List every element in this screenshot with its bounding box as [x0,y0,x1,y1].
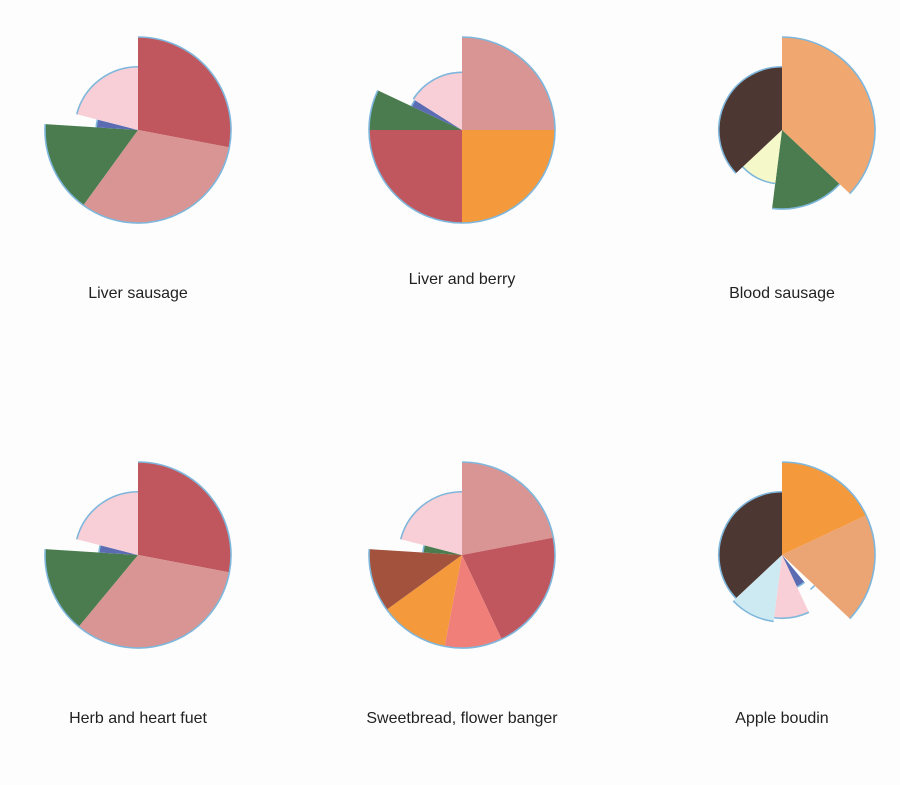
chart-title-5: Sweetbread, flower banger [366,710,558,727]
pie-slice-rim-6-4 [796,581,806,588]
pie-slice-rim-6-3 [809,585,816,591]
pie-slice-4-5 [76,491,138,555]
pie-slice-rim-3-4 [718,65,783,174]
pie-slice-rim-2-3 [368,129,463,224]
pie-slice-3-4 [718,66,782,174]
chart-title-6: Apple boudin [735,710,829,727]
pie-slice-rim-2-5 [410,99,416,107]
chart-3: Blood sausage [672,30,892,320]
pie-slice-rim-5-7 [399,490,463,540]
pie-slice-rim-5-3 [444,638,502,649]
pie-slice-rim-1-1 [137,36,232,148]
pie-slice-rim-4-1 [137,461,232,573]
pie-slice-6-6 [733,555,782,622]
pie-slice-rim-6-5 [773,611,810,620]
pie-slice-6-2 [782,515,875,619]
pie-slice-3-1 [782,37,875,194]
pie-slice-1-4 [96,119,138,130]
chart-title-3: Blood sausage [729,285,835,302]
pie-chart-2 [368,36,556,224]
pie-slice-rim-4-4 [98,545,101,553]
pie-slice-5-7 [400,491,462,555]
pie-slice-rim-4-5 [75,490,139,540]
pie-chart-4 [44,461,232,649]
pie-slice-rim-6-6 [732,600,774,623]
pie-slice-rim-6-1 [781,461,867,516]
pie-slice-5-6 [423,545,462,555]
chart-4: Herb and heart fuet [28,455,248,755]
chart-2: Liver and berry [352,30,572,320]
pie-slice-1-3 [44,124,138,206]
pie-slice-3-2 [772,130,840,210]
chart-title-4: Herb and heart fuet [69,710,207,727]
pie-slice-rim-6-2 [849,515,876,620]
pie-chart-5 [368,461,556,649]
pie-slice-rim-3-1 [781,36,876,195]
pie-slice-4-1 [138,462,231,573]
pie-slice-2-1 [462,37,555,130]
chart-title-1: Liver sausage [88,285,188,302]
pie-slice-2-4 [369,90,462,130]
pie-slice-2-5 [411,100,462,130]
pie-slice-rim-1-4 [95,119,99,128]
chart-1: Liver sausage [28,30,248,320]
chart-title-2: Liver and berry [408,271,516,288]
pie-slice-rim-1-5 [75,65,139,115]
chart-5: Sweetbread, flower banger [352,455,572,775]
pie-chart-1 [44,36,232,224]
pie-slice-rim-3-3 [742,166,776,185]
pie-slice-6-5 [774,555,809,619]
pie-slice-1-5 [76,66,138,130]
pie-slice-rim-3-2 [771,183,841,210]
pie-chart-3 [718,36,876,210]
pie-slice-4-3 [44,549,138,627]
pie-slice-1-1 [138,37,231,148]
pie-slice-5-4 [386,555,462,647]
pie-slice-rim-2-6 [412,71,463,100]
pie-slice-5-3 [444,555,502,648]
pie-chart-6 [718,461,876,623]
pie-slice-rim-1-2 [82,147,231,224]
pie-slice-6-3 [782,555,815,590]
pie-slice-rim-4-3 [44,549,80,628]
pie-slice-rim-5-1 [461,461,555,538]
pie-slice-2-6 [413,72,462,130]
pie-slice-rim-5-4 [386,609,445,648]
pie-slice-5-5 [368,549,462,610]
pie-slice-rim-4-2 [78,572,231,649]
pie-slice-1-2 [83,130,230,223]
pie-slice-5-2 [462,537,555,640]
pie-slice-rim-2-1 [461,36,556,131]
pie-slice-rim-1-3 [44,124,84,206]
pie-slice-6-1 [782,462,867,555]
pie-slice-rim-2-2 [461,129,556,224]
pie-slice-4-4 [99,545,138,555]
pie-slice-6-7 [718,491,782,599]
pie-slice-3-3 [742,130,782,184]
pie-slice-rim-5-6 [422,545,425,553]
pie-slice-6-4 [782,555,805,587]
pie-slice-rim-2-4 [368,90,379,131]
pie-slice-4-2 [78,555,230,649]
pie-slice-rim-6-7 [718,490,783,599]
pie-slice-2-2 [462,130,555,223]
chart-6: Apple boudin [672,455,892,755]
pie-slice-rim-5-5 [368,549,388,611]
pie-slice-rim-5-2 [501,537,556,640]
pie-slice-5-1 [462,462,554,555]
pie-slice-2-3 [369,130,462,223]
